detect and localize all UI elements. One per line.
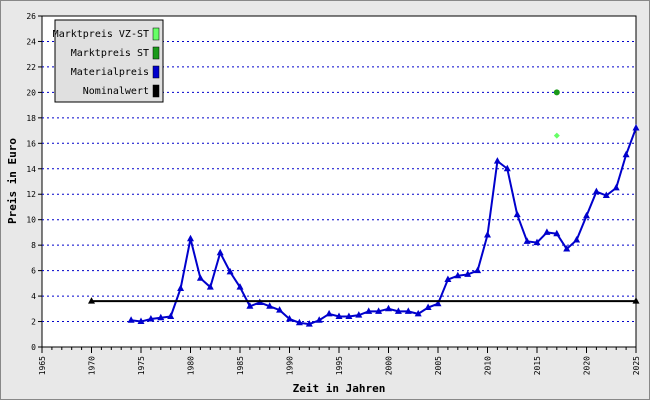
marker: [563, 244, 571, 252]
y-tick-label: 24: [26, 37, 36, 46]
x-axis-label: Zeit in Jahren: [293, 382, 386, 395]
x-tick-label: 1980: [187, 356, 196, 375]
x-tick-label: 1970: [88, 356, 97, 375]
marker: [206, 283, 214, 290]
marker: [592, 187, 600, 195]
x-tick-label: 2005: [434, 356, 443, 375]
marker: [216, 248, 224, 256]
x-tick-label: 1990: [286, 356, 295, 375]
y-tick-label: 2: [31, 318, 36, 327]
y-tick-label: 4: [31, 292, 36, 301]
marker: [187, 234, 194, 242]
marker: [385, 304, 392, 312]
marker: [622, 150, 630, 158]
marker: [345, 312, 353, 319]
y-tick-label: 26: [26, 12, 36, 21]
x-tick-label: 2020: [583, 356, 592, 375]
marker: [493, 157, 501, 164]
y-tick-label: 8: [31, 241, 36, 250]
marker: [602, 191, 610, 199]
y-tick-label: 20: [26, 88, 36, 97]
legend-swatch: [152, 46, 160, 60]
marker: [394, 307, 402, 314]
marker: [286, 314, 293, 322]
marker: [226, 267, 234, 275]
legend-label: Materialpreis: [71, 67, 149, 78]
y-tick-label: 18: [26, 114, 36, 123]
marker: [513, 210, 521, 218]
marker: [295, 318, 303, 326]
marker: [632, 124, 640, 131]
marker: [474, 266, 482, 274]
marker: [335, 312, 343, 319]
marker: [533, 238, 541, 246]
marker: [266, 302, 274, 309]
marker: [315, 316, 323, 323]
y-tick-label: 6: [31, 267, 36, 276]
marker: [454, 271, 462, 279]
legend-label: Nominalwert: [83, 86, 149, 97]
marker: [305, 320, 313, 327]
legend-label: Marktpreis VZ-ST: [53, 29, 149, 40]
marker: [573, 236, 581, 243]
y-axis-label: Preis in Euro: [6, 138, 19, 224]
marker: [276, 306, 284, 313]
y-tick-label: 16: [26, 139, 36, 148]
marker: [484, 230, 491, 238]
y-tick-label: 0: [31, 343, 36, 352]
marker: [632, 297, 640, 304]
marker: [177, 284, 185, 291]
x-tick-label: 2025: [632, 356, 641, 375]
series-line: [130, 127, 637, 326]
marker: [246, 302, 254, 309]
marker: [503, 164, 511, 172]
marker: [583, 211, 590, 219]
marker: [137, 317, 145, 325]
legend-box: [54, 19, 164, 103]
x-tick-label: 2015: [533, 356, 542, 375]
marker: [553, 132, 560, 139]
y-tick-label: 14: [26, 165, 36, 174]
marker: [553, 229, 561, 237]
marker: [404, 307, 412, 314]
marker: [365, 307, 373, 314]
x-tick-label: 2010: [484, 356, 493, 375]
marker: [464, 270, 472, 277]
legend-swatch: [152, 65, 160, 79]
marker: [553, 89, 560, 96]
x-tick-label: 1975: [137, 356, 146, 375]
marker: [414, 309, 422, 317]
x-tick-label: 2000: [385, 356, 394, 375]
marker: [355, 311, 363, 318]
marker: [147, 314, 155, 322]
marker: [424, 303, 432, 311]
x-tick-label: 1965: [38, 356, 47, 375]
x-tick-label: 1995: [335, 356, 344, 375]
marker: [127, 316, 135, 323]
marker: [375, 307, 383, 314]
x-tick-label: 1985: [236, 356, 245, 375]
marker: [543, 228, 551, 235]
marker: [157, 313, 165, 321]
y-tick-label: 12: [26, 190, 36, 199]
marker: [444, 275, 452, 283]
marker: [88, 297, 95, 304]
marker: [196, 274, 204, 281]
marker: [236, 283, 244, 290]
marker: [167, 312, 175, 319]
marker: [523, 237, 531, 244]
legend-swatch: [152, 84, 160, 98]
marker: [434, 299, 442, 307]
y-tick-label: 22: [26, 63, 36, 72]
marker: [612, 183, 620, 191]
legend-swatch: [152, 27, 160, 41]
marker: [325, 309, 333, 317]
legend-label: Marktpreis ST: [71, 48, 149, 59]
y-tick-label: 10: [26, 216, 36, 225]
